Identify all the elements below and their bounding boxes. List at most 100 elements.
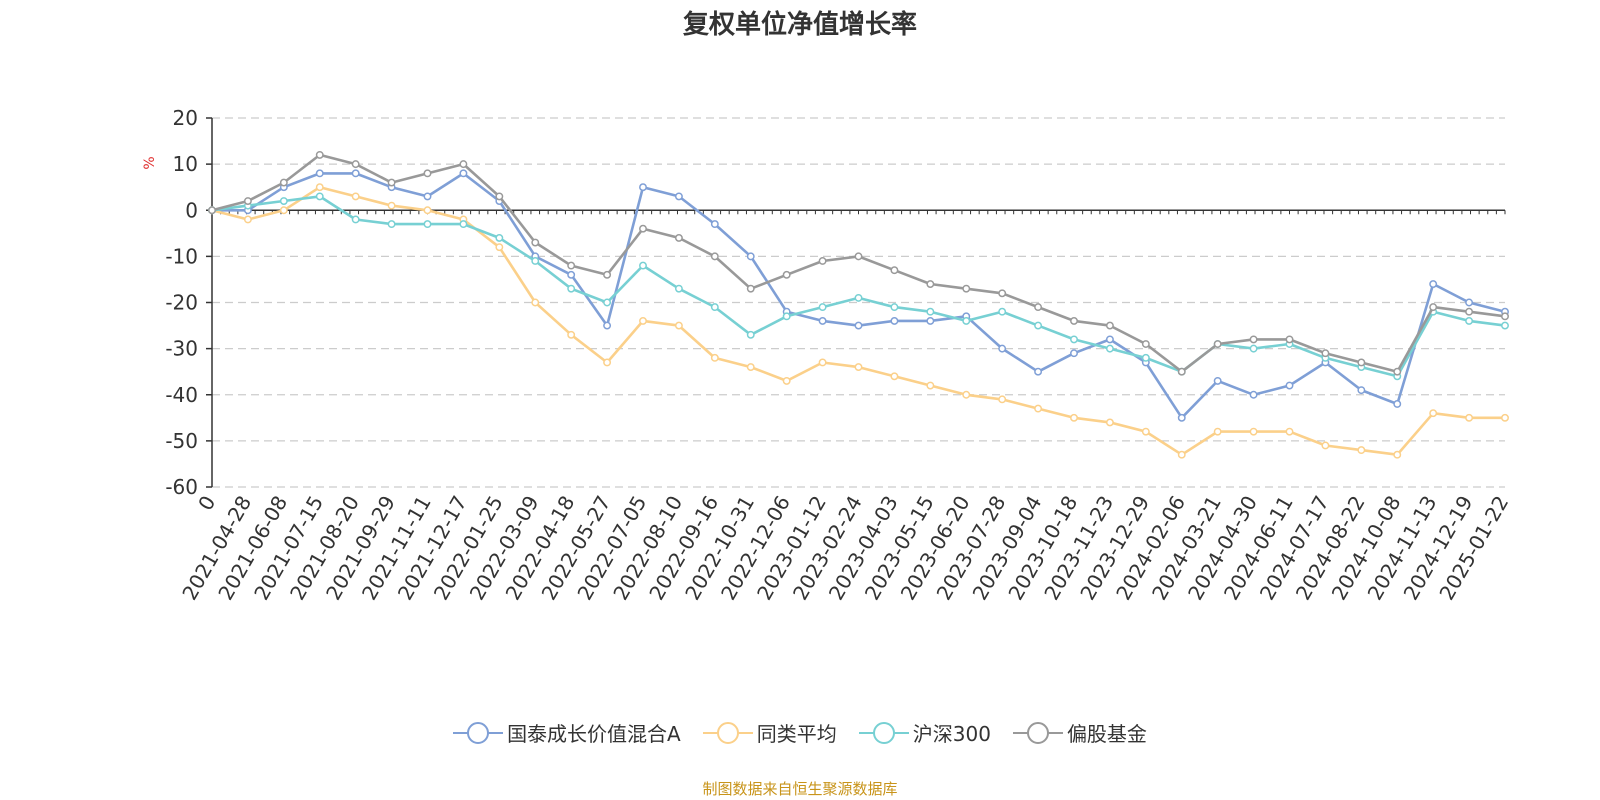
data-point[interactable] — [1177, 367, 1186, 376]
data-point[interactable] — [710, 353, 719, 362]
data-point[interactable] — [1070, 335, 1078, 344]
data-point[interactable] — [567, 330, 576, 339]
data-point[interactable] — [1429, 409, 1438, 418]
data-point[interactable] — [279, 178, 288, 187]
data-point[interactable] — [1034, 321, 1043, 330]
data-point[interactable] — [1501, 312, 1509, 321]
legend-item-csi300[interactable]: 沪深300 — [858, 718, 991, 747]
data-point[interactable] — [1501, 413, 1509, 422]
data-point[interactable] — [1429, 303, 1438, 312]
data-point[interactable] — [279, 197, 288, 205]
data-point[interactable] — [279, 206, 288, 215]
data-point[interactable] — [459, 160, 468, 169]
data-point[interactable] — [1249, 427, 1258, 436]
data-point[interactable] — [1465, 307, 1474, 316]
data-point[interactable] — [603, 270, 612, 279]
data-point[interactable] — [926, 317, 935, 325]
data-point[interactable] — [1249, 335, 1258, 344]
data-point[interactable] — [351, 192, 360, 201]
data-point[interactable] — [854, 252, 863, 261]
data-point[interactable] — [1285, 381, 1294, 390]
data-point[interactable] — [1321, 349, 1330, 358]
legend-item-peer-average[interactable]: 同类平均 — [702, 718, 837, 747]
data-point[interactable] — [1034, 404, 1043, 413]
data-point[interactable] — [351, 169, 360, 178]
data-point[interactable] — [746, 252, 755, 261]
data-point[interactable] — [1285, 427, 1294, 436]
data-point[interactable] — [531, 298, 540, 307]
data-point[interactable] — [926, 307, 935, 316]
data-point[interactable] — [1141, 340, 1150, 348]
legend-item-equity-fund[interactable]: 偏股基金 — [1012, 718, 1147, 747]
data-point[interactable] — [639, 261, 647, 270]
data-point[interactable] — [674, 321, 683, 330]
data-point[interactable] — [423, 169, 432, 178]
data-point[interactable] — [351, 215, 360, 224]
data-point[interactable] — [1213, 427, 1222, 436]
data-point[interactable] — [782, 312, 791, 321]
data-point[interactable] — [746, 284, 755, 293]
data-point[interactable] — [1357, 386, 1366, 395]
data-point[interactable] — [854, 363, 863, 372]
data-point[interactable] — [423, 192, 432, 201]
data-point[interactable] — [926, 381, 935, 390]
data-point[interactable] — [1070, 413, 1078, 422]
data-point[interactable] — [1249, 344, 1258, 353]
data-point[interactable] — [746, 363, 755, 372]
data-point[interactable] — [1105, 321, 1114, 330]
data-point[interactable] — [567, 270, 576, 279]
data-point[interactable] — [818, 358, 827, 367]
data-point[interactable] — [1141, 427, 1150, 436]
data-point[interactable] — [890, 317, 899, 325]
data-point[interactable] — [459, 220, 468, 229]
data-point[interactable] — [1357, 446, 1366, 455]
data-point[interactable] — [818, 257, 827, 265]
data-point[interactable] — [818, 303, 827, 312]
data-point[interactable] — [854, 293, 863, 302]
data-point[interactable] — [710, 220, 719, 229]
data-point[interactable] — [423, 220, 432, 229]
data-point[interactable] — [998, 395, 1007, 404]
data-point[interactable] — [1249, 390, 1258, 399]
data-point[interactable] — [423, 206, 432, 215]
legend-item-fund[interactable]: 国泰成长价值混合A — [453, 718, 681, 747]
data-point[interactable] — [603, 358, 612, 367]
data-point[interactable] — [387, 220, 396, 229]
data-point[interactable] — [567, 261, 576, 270]
data-point[interactable] — [746, 330, 755, 339]
data-point[interactable] — [1393, 367, 1402, 376]
data-point[interactable] — [1357, 358, 1366, 367]
data-point[interactable] — [243, 215, 252, 224]
data-point[interactable] — [639, 317, 647, 325]
data-point[interactable] — [998, 289, 1007, 298]
data-point[interactable] — [674, 284, 683, 293]
data-point[interactable] — [1177, 450, 1186, 459]
data-point[interactable] — [962, 317, 971, 325]
data-point[interactable] — [1105, 344, 1114, 353]
data-point[interactable] — [495, 243, 504, 252]
data-point[interactable] — [1070, 317, 1078, 325]
data-point[interactable] — [1465, 298, 1474, 307]
data-point[interactable] — [854, 321, 863, 330]
data-point[interactable] — [567, 284, 576, 293]
data-point[interactable] — [387, 178, 396, 187]
data-point[interactable] — [639, 224, 647, 233]
data-point[interactable] — [1070, 349, 1078, 358]
data-point[interactable] — [459, 169, 468, 178]
data-point[interactable] — [603, 321, 612, 330]
data-point[interactable] — [890, 303, 899, 312]
data-point[interactable] — [998, 344, 1007, 353]
data-point[interactable] — [1177, 413, 1186, 422]
data-point[interactable] — [890, 266, 899, 275]
data-point[interactable] — [962, 390, 971, 399]
data-point[interactable] — [782, 376, 791, 385]
data-point[interactable] — [1393, 400, 1402, 408]
data-point[interactable] — [315, 192, 324, 201]
data-point[interactable] — [351, 160, 360, 169]
data-point[interactable] — [1105, 335, 1114, 344]
data-point[interactable] — [962, 284, 971, 293]
data-point[interactable] — [1465, 413, 1474, 422]
data-point[interactable] — [315, 150, 324, 159]
data-point[interactable] — [1213, 376, 1222, 385]
data-point[interactable] — [890, 372, 899, 381]
